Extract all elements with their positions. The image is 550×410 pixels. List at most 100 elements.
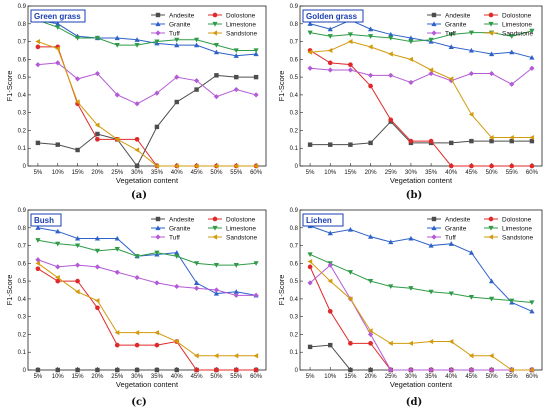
panel-caption: (b) [406,190,422,201]
data-point [509,138,514,144]
x-tick-label: 10% [324,170,337,176]
legend-label: Tuff [445,30,456,37]
data-point [348,367,353,373]
data-point [529,300,535,306]
x-tick-label: 55% [230,170,243,176]
data-point [327,67,333,73]
x-tick-label: 5% [34,374,43,380]
y-tick-label: 0.9 [290,4,299,10]
x-tick-label: 45% [465,170,478,176]
data-point [233,353,239,359]
x-tick-label: 30% [131,170,144,176]
data-point [367,328,373,334]
y-tick-label: 0.2 [18,332,27,338]
legend-item-andesite: Andesite [151,216,195,223]
data-point [233,367,239,373]
legend-marker [212,225,218,231]
data-point [154,124,160,130]
data-point [174,163,179,169]
legend-item-dolostone: Dolostone [208,216,256,223]
y-tick-label: 0.1 [18,350,27,356]
data-point [328,342,333,348]
data-point [75,367,80,373]
data-point [213,290,220,296]
legend: Andesite Dolostone Granite Limestone Tuff San… [151,12,257,37]
data-point [193,285,200,291]
legend-item-limestone: Limestone [484,225,532,232]
data-point [529,54,535,60]
data-point [448,291,454,297]
x-tick-label: 50% [210,374,223,380]
data-point [347,296,353,302]
data-point [307,344,313,350]
panel-title-box [30,9,86,23]
legend-item-dolostone: Dolostone [208,12,256,19]
series-dolostone [35,44,259,169]
data-point [194,87,199,92]
series-line [309,253,532,303]
data-point [233,263,239,268]
series-andesite [307,119,535,147]
data-point [428,70,434,77]
y-tick-label: 0.5 [18,75,27,81]
data-point [94,248,101,254]
data-point [489,138,494,144]
data-point [55,264,61,270]
data-point [74,235,81,241]
legend-marker [155,225,161,231]
legend-item-sandstone: Sandstone [484,234,533,241]
data-point [327,308,333,314]
data-point [55,21,61,26]
y-tick-label: 0 [23,164,27,170]
data-point [75,147,80,153]
data-point [193,163,199,169]
data-point [448,76,454,82]
data-point [388,340,393,346]
data-point [428,338,434,345]
series-line [309,264,532,371]
data-point [253,292,259,298]
series-tuff [35,60,259,107]
x-tick-label: 60% [526,170,539,176]
x-tick-label: 60% [250,374,263,380]
legend-item-andesite: Andesite [427,12,471,19]
data-point [114,43,120,48]
data-point [154,280,160,286]
data-point [468,70,475,77]
data-point [193,78,200,84]
x-tick-label: 40% [171,170,184,176]
legend-marker [212,21,218,27]
y-tick-label: 0.6 [18,57,27,63]
data-point [468,250,475,255]
x-tick-label: 35% [425,374,438,380]
data-point [233,86,239,93]
data-point [408,340,413,346]
data-point [194,367,199,373]
data-point [448,241,454,246]
y-tick-label: 0.1 [18,146,27,152]
legend-label: Dolostone [502,216,532,223]
x-tick-label: 5% [306,374,315,380]
legend-marker [212,30,218,36]
series-dolostone [35,266,259,373]
series-line [37,268,257,371]
data-point [327,262,333,268]
data-point [388,35,394,41]
data-point [114,330,120,336]
legend-item-dolostone: Dolostone [484,216,532,223]
data-point [368,367,373,373]
series-dolostone [307,48,535,169]
legend-marker [212,12,218,18]
series-limestone [307,28,535,45]
data-point [348,62,353,68]
data-point [193,353,199,359]
data-point [55,46,60,52]
data-point [388,284,394,290]
x-tick-label: 20% [91,374,104,380]
data-point [529,138,535,144]
data-point [193,37,200,43]
x-tick-label: 20% [365,374,378,380]
legend-item-granite: Granite [151,21,191,28]
data-point [94,122,100,128]
